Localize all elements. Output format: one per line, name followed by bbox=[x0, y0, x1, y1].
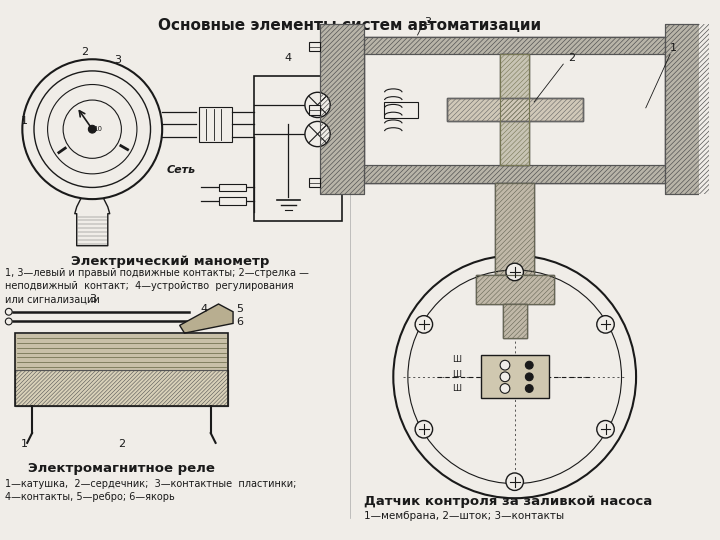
Circle shape bbox=[597, 316, 614, 333]
Circle shape bbox=[526, 373, 533, 381]
Bar bbox=[218, 184, 246, 191]
Bar bbox=[254, 76, 342, 221]
Bar bbox=[218, 197, 246, 205]
Text: 1: 1 bbox=[21, 438, 28, 449]
Bar bbox=[495, 183, 534, 275]
Circle shape bbox=[305, 122, 330, 147]
Bar bbox=[476, 275, 554, 304]
Text: 1—мембрана, 2—шток; 3—контакты: 1—мембрана, 2—шток; 3—контакты bbox=[364, 511, 564, 521]
Text: 3: 3 bbox=[89, 294, 96, 304]
Bar bbox=[14, 370, 228, 406]
Bar bbox=[320, 24, 364, 194]
Bar bbox=[503, 304, 527, 338]
Bar bbox=[481, 355, 549, 398]
Bar bbox=[364, 37, 665, 55]
Bar bbox=[199, 107, 232, 142]
Bar bbox=[446, 98, 582, 122]
Polygon shape bbox=[180, 304, 233, 333]
Circle shape bbox=[305, 92, 330, 118]
Text: 4: 4 bbox=[285, 53, 292, 63]
Text: 2: 2 bbox=[568, 53, 575, 63]
Bar bbox=[709, 178, 720, 187]
Circle shape bbox=[89, 125, 96, 133]
Text: Электромагнитное реле: Электромагнитное реле bbox=[28, 462, 215, 475]
Text: Сеть: Сеть bbox=[167, 165, 196, 175]
Circle shape bbox=[506, 263, 523, 281]
Text: Ш: Ш bbox=[452, 355, 461, 364]
Bar bbox=[709, 42, 720, 51]
Text: 1: 1 bbox=[21, 116, 28, 126]
Bar bbox=[364, 165, 665, 183]
Bar bbox=[709, 105, 720, 114]
Text: 10: 10 bbox=[94, 126, 102, 132]
Bar bbox=[495, 183, 534, 275]
Bar bbox=[364, 37, 665, 55]
Text: 6: 6 bbox=[236, 318, 243, 327]
Bar bbox=[495, 183, 534, 275]
Circle shape bbox=[500, 360, 510, 370]
Text: 3: 3 bbox=[114, 55, 121, 65]
Text: 5: 5 bbox=[236, 304, 243, 314]
Circle shape bbox=[5, 318, 12, 325]
Bar bbox=[320, 24, 364, 194]
Circle shape bbox=[5, 308, 12, 315]
Circle shape bbox=[506, 473, 523, 490]
Bar bbox=[503, 304, 527, 338]
Bar bbox=[476, 275, 554, 304]
Text: 2: 2 bbox=[118, 438, 125, 449]
Circle shape bbox=[415, 316, 433, 333]
Circle shape bbox=[526, 384, 533, 393]
Bar bbox=[665, 24, 709, 194]
Text: Датчик контроля за заливкой насоса: Датчик контроля за заливкой насоса bbox=[364, 495, 652, 508]
Bar bbox=[500, 55, 529, 165]
Circle shape bbox=[393, 255, 636, 498]
Bar bbox=[446, 98, 582, 122]
Circle shape bbox=[526, 361, 533, 369]
Bar bbox=[500, 55, 529, 165]
Circle shape bbox=[415, 421, 433, 438]
Bar bbox=[500, 55, 529, 165]
Text: 1, 3—левый и правый подвижные контакты; 2—стрелка —
неподвижный  контакт;  4—уст: 1, 3—левый и правый подвижные контакты; … bbox=[5, 268, 309, 305]
Circle shape bbox=[597, 421, 614, 438]
Text: 2: 2 bbox=[81, 48, 88, 57]
Text: 1: 1 bbox=[670, 44, 677, 53]
Bar bbox=[309, 178, 320, 187]
Circle shape bbox=[22, 59, 162, 199]
Circle shape bbox=[500, 383, 510, 393]
Bar bbox=[476, 275, 554, 304]
Bar bbox=[14, 334, 228, 370]
Bar bbox=[364, 37, 665, 183]
Bar bbox=[503, 304, 527, 338]
Bar bbox=[309, 42, 320, 51]
Text: 4: 4 bbox=[200, 304, 207, 314]
Bar bbox=[14, 370, 228, 406]
Bar bbox=[384, 102, 418, 118]
Text: Основные элементы систем автоматизации: Основные элементы систем автоматизации bbox=[158, 17, 541, 32]
Bar bbox=[14, 333, 228, 406]
Text: Электрический манометр: Электрический манометр bbox=[71, 255, 269, 268]
Text: Ш: Ш bbox=[452, 384, 461, 393]
Bar bbox=[309, 105, 320, 114]
Text: Ш: Ш bbox=[452, 370, 461, 379]
Text: 3: 3 bbox=[424, 17, 431, 28]
Text: 1—катушка,  2—сердечник;  3—контактные  пластинки;
4—контакты, 5—ребро; 6—якорь: 1—катушка, 2—сердечник; 3—контактные пла… bbox=[5, 479, 296, 502]
Bar bbox=[665, 24, 709, 194]
Bar bbox=[364, 165, 665, 183]
Circle shape bbox=[500, 372, 510, 382]
Bar bbox=[446, 98, 582, 122]
